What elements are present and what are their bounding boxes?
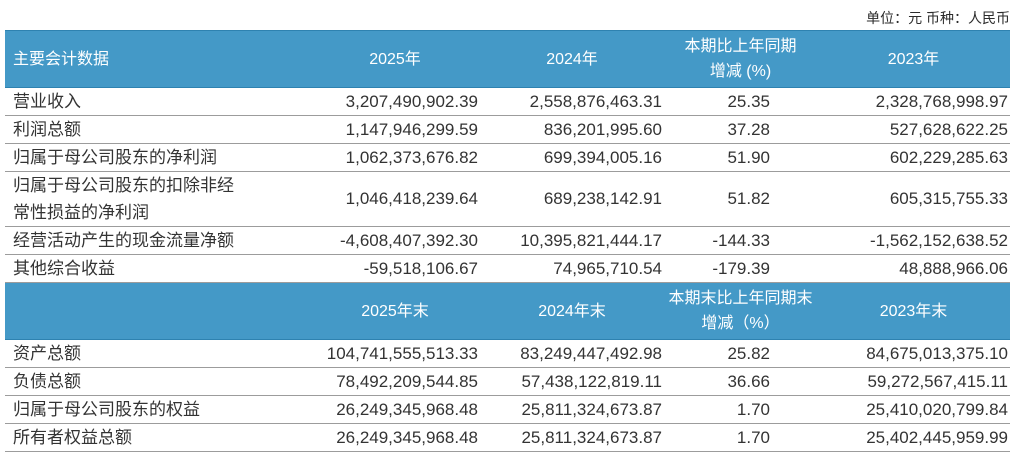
value-2024: 699,394,005.16: [480, 143, 664, 172]
metric-label: 利润总额: [5, 115, 310, 144]
metric-label: 营业收入: [5, 87, 310, 116]
value-2023-end: 59,272,567,415.11: [817, 367, 1010, 396]
table-row-net-profit-excl-nonrecurring: 归属于母公司股东的扣除非经常性损益的净利润 1,046,418,239.64 6…: [5, 171, 1010, 227]
value-2023: 602,229,285.63: [817, 143, 1010, 172]
metric-label: 其他综合收益: [5, 254, 310, 283]
period-end-header-change: 本期末比上年同期末 增减（%）: [664, 282, 817, 340]
annual-header-metric: 主要会计数据: [5, 30, 310, 88]
value-change: 25.35: [664, 87, 817, 116]
annual-header-row: 主要会计数据 2025年 2024年 本期比上年同期 增减 (%) 2023年: [5, 30, 1010, 88]
period-end-header-2023: 2023年末: [817, 282, 1010, 340]
metric-label: 归属于母公司股东的净利润: [5, 143, 310, 172]
value-2023: -1,562,152,638.52: [817, 226, 1010, 255]
value-change: 1.70: [664, 395, 817, 424]
period-end-header-blank: [5, 282, 310, 340]
table-row-net-profit-parent: 归属于母公司股东的净利润 1,062,373,676.82 699,394,00…: [5, 143, 1010, 172]
unit-note: 单位：元 币种：人民币: [866, 10, 1010, 26]
value-2025-end: 78,492,209,544.85: [310, 367, 480, 396]
value-change: 1.70: [664, 423, 817, 452]
table-row-other-comprehensive-income: 其他综合收益 -59,518,106.67 74,965,710.54 -179…: [5, 254, 1010, 283]
value-2025-end: 26,249,345,968.48: [310, 423, 480, 452]
value-change: 51.82: [664, 171, 817, 227]
table-row-total-profit: 利润总额 1,147,946,299.59 836,201,995.60 37.…: [5, 115, 1010, 144]
value-2025-end: 104,741,555,513.33: [310, 339, 480, 368]
table-row-total-equity: 所有者权益总额 26,249,345,968.48 25,811,324,673…: [5, 423, 1010, 452]
metric-label: 归属于母公司股东的扣除非经常性损益的净利润: [5, 171, 310, 227]
table-row-total-assets: 资产总额 104,741,555,513.33 83,249,447,492.9…: [5, 339, 1010, 368]
value-2024-end: 25,811,324,673.87: [480, 395, 664, 424]
value-2023: 527,628,622.25: [817, 115, 1010, 144]
value-2025: -59,518,106.67: [310, 254, 480, 283]
period-end-header-change-line2: 增减（%）: [701, 315, 780, 332]
value-2024-end: 83,249,447,492.98: [480, 339, 664, 368]
value-change: 51.90: [664, 143, 817, 172]
metric-label: 负债总额: [5, 367, 310, 396]
period-end-header-2024: 2024年末: [480, 282, 664, 340]
annual-header-2025: 2025年: [310, 30, 480, 88]
value-2025: 1,147,946,299.59: [310, 115, 480, 144]
metric-label: 资产总额: [5, 339, 310, 368]
value-2025: 1,062,373,676.82: [310, 143, 480, 172]
value-2023-end: 25,410,020,799.84: [817, 395, 1010, 424]
value-2023: 605,315,755.33: [817, 171, 1010, 227]
value-2025-end: 26,249,345,968.48: [310, 395, 480, 424]
value-2023-end: 84,675,013,375.10: [817, 339, 1010, 368]
period-end-header-change-line1: 本期末比上年同期末: [668, 290, 813, 307]
table-row-operating-cash-flow: 经营活动产生的现金流量净额 -4,608,407,392.30 10,395,8…: [5, 226, 1010, 255]
value-2023: 2,328,768,998.97: [817, 87, 1010, 116]
annual-header-2024: 2024年: [480, 30, 664, 88]
metric-label: 归属于母公司股东的权益: [5, 395, 310, 424]
value-2024: 10,395,821,444.17: [480, 226, 664, 255]
value-change: 25.82: [664, 339, 817, 368]
value-change: 37.28: [664, 115, 817, 144]
value-2023: 48,888,966.06: [817, 254, 1010, 283]
value-2024: 689,238,142.91: [480, 171, 664, 227]
period-end-header-2025: 2025年末: [310, 282, 480, 340]
period-end-header-row: 2025年末 2024年末 本期末比上年同期末 增减（%） 2023年末: [5, 282, 1010, 340]
value-2025: 3,207,490,902.39: [310, 87, 480, 116]
value-change: -144.33: [664, 226, 817, 255]
metric-label: 所有者权益总额: [5, 423, 310, 452]
value-2024-end: 57,438,122,819.11: [480, 367, 664, 396]
table-row-revenue: 营业收入 3,207,490,902.39 2,558,876,463.31 2…: [5, 87, 1010, 116]
value-2025: 1,046,418,239.64: [310, 171, 480, 227]
value-2025: -4,608,407,392.30: [310, 226, 480, 255]
value-2024: 2,558,876,463.31: [480, 87, 664, 116]
value-2023-end: 25,402,445,959.99: [817, 423, 1010, 452]
value-2024: 836,201,995.60: [480, 115, 664, 144]
value-change: 36.66: [664, 367, 817, 396]
annual-header-change: 本期比上年同期 增减 (%): [664, 30, 817, 88]
metric-label: 经营活动产生的现金流量净额: [5, 226, 310, 255]
table-row-equity-parent: 归属于母公司股东的权益 26,249,345,968.48 25,811,324…: [5, 395, 1010, 424]
annual-header-2023: 2023年: [817, 30, 1010, 88]
table-row-total-liabilities: 负债总额 78,492,209,544.85 57,438,122,819.11…: [5, 367, 1010, 396]
annual-header-change-line1: 本期比上年同期: [684, 38, 797, 55]
annual-header-change-line2: 增减 (%): [709, 63, 772, 80]
key-accounting-data-table: 主要会计数据 2025年 2024年 本期比上年同期 增减 (%) 2023年 …: [5, 30, 1010, 452]
value-2024-end: 25,811,324,673.87: [480, 423, 664, 452]
value-change: -179.39: [664, 254, 817, 283]
value-2024: 74,965,710.54: [480, 254, 664, 283]
